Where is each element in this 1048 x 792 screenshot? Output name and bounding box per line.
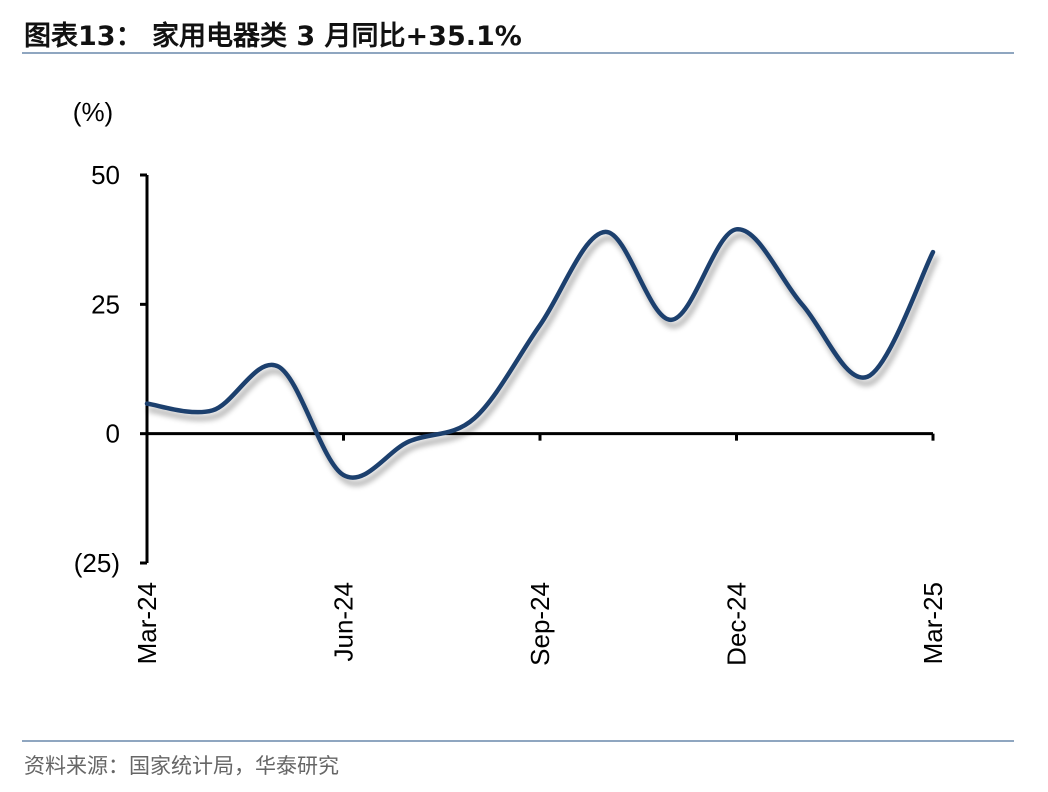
x-tick-label: Mar-25 [918,582,948,664]
x-tick-label: Mar-24 [132,582,162,664]
y-tick-label: 50 [91,160,120,190]
y-tick-label: 0 [106,419,120,449]
source-note: 资料来源：国家统计局，华泰研究 [24,754,339,778]
y-tick-label: (25) [74,548,120,578]
y-tick-label: 25 [91,289,120,319]
x-tick-label: Sep-24 [525,582,555,666]
x-tick-label: Dec-24 [722,582,752,666]
top-divider [22,52,1014,54]
y-axis-unit-label: (%) [73,97,113,127]
chart-title: 图表13： 家用电器类 3 月同比+35.1% [24,21,522,52]
x-tick-label: Jun-24 [329,582,359,662]
bottom-divider [22,740,1014,742]
series-line [144,227,936,480]
